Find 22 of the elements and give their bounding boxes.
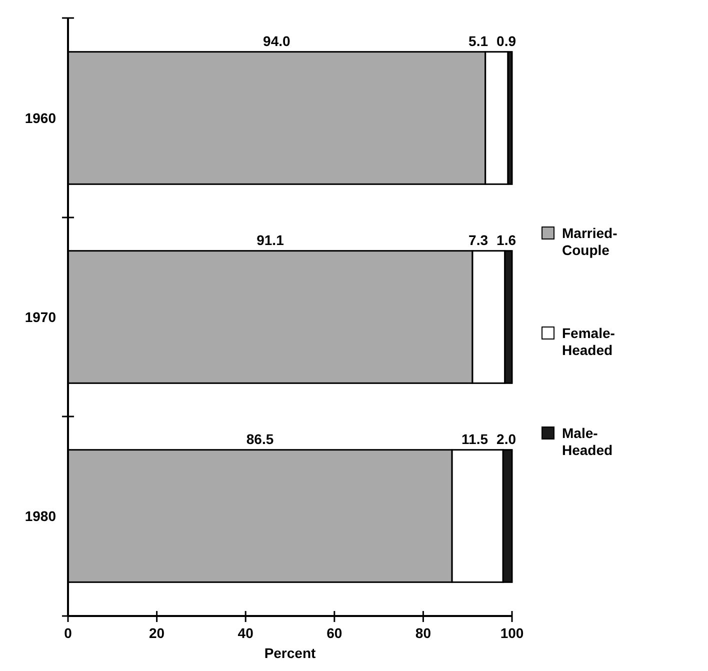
y-tick-label: 1970 — [24, 309, 56, 325]
legend-label: Male-Headed — [562, 425, 613, 458]
data-label: 11.5 — [462, 430, 488, 447]
x-tick-label: 20 — [149, 625, 165, 641]
x-tick-label: 100 — [500, 625, 524, 641]
y-tick-label: 1960 — [24, 110, 56, 126]
data-label: 2.0 — [496, 430, 516, 447]
data-label: 94.0 — [263, 32, 291, 49]
data-label: 5.1 — [468, 32, 488, 49]
y-tick-label: 1980 — [24, 508, 56, 524]
x-tick-label: 80 — [415, 625, 432, 641]
data-label: 0.9 — [496, 32, 516, 49]
x-tick-label: 60 — [326, 625, 342, 641]
x-tick-label: 40 — [238, 625, 254, 641]
legend-label: Married-Couple — [562, 225, 618, 258]
x-tick-label: 0 — [64, 625, 72, 641]
x-axis-title: Percent — [264, 645, 316, 661]
data-label: 1.6 — [496, 232, 516, 248]
data-label: 7.3 — [468, 232, 488, 248]
legend-label: Female-Headed — [562, 325, 616, 358]
data-label: 91.1 — [256, 232, 284, 248]
data-label: 86.5 — [246, 430, 274, 447]
